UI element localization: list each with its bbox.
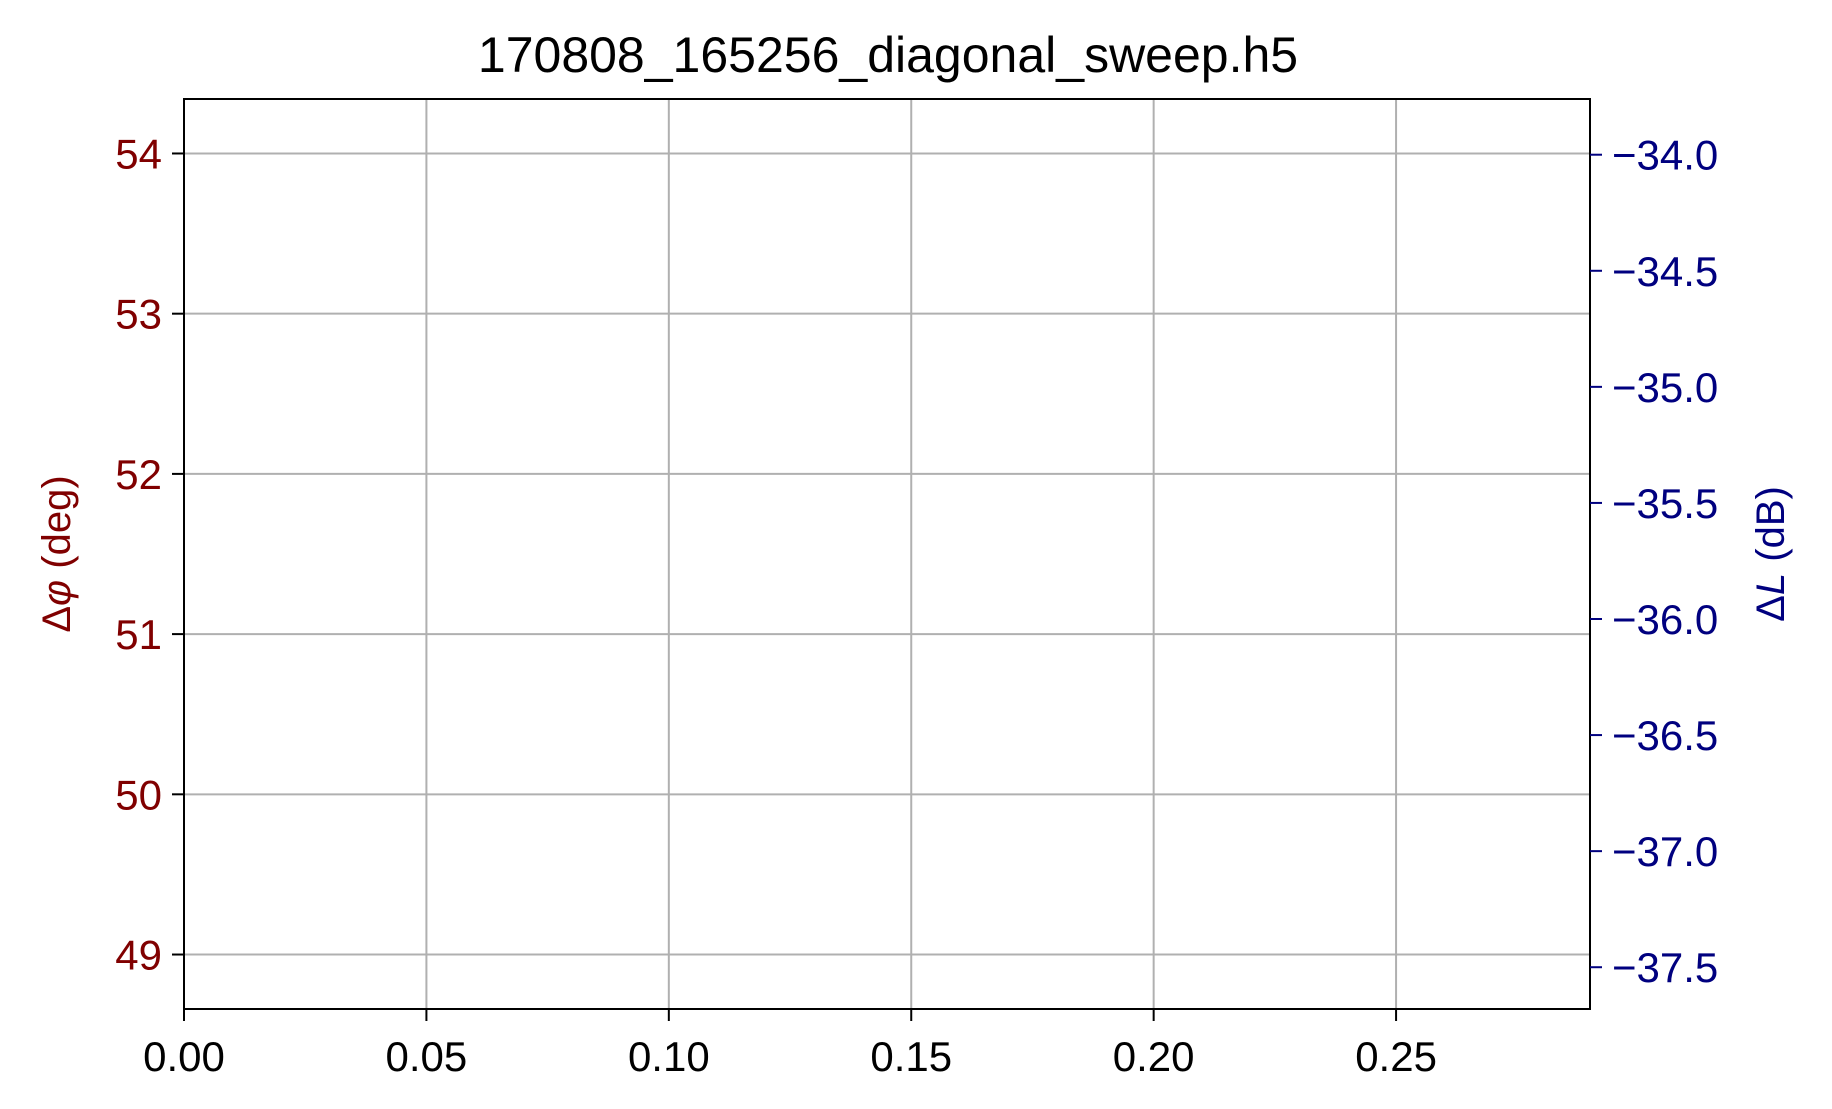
y-left-tick-label: 51 bbox=[115, 611, 162, 658]
y-left-tick-label: 49 bbox=[115, 932, 162, 979]
x-tick-label: 0.00 bbox=[143, 1033, 225, 1080]
y-axis-right-label: ΔL (dB) bbox=[1749, 486, 1793, 622]
y-left-label-var: φ bbox=[35, 580, 79, 606]
y-right-tick-label: −37.5 bbox=[1612, 944, 1718, 991]
y-right-label-symbol: Δ bbox=[1749, 595, 1793, 622]
y-left-label-symbol: Δ bbox=[35, 606, 79, 633]
x-tick-label: 0.05 bbox=[386, 1033, 468, 1080]
y-right-tick-label: −34.0 bbox=[1612, 132, 1718, 179]
y-left-tick-label: 52 bbox=[115, 451, 162, 498]
y-right-tick-label: −37.0 bbox=[1612, 828, 1718, 875]
y-right-tick-label: −35.0 bbox=[1612, 364, 1718, 411]
y-right-tick-label: −34.5 bbox=[1612, 248, 1718, 295]
y-right-tick-label: −36.0 bbox=[1612, 596, 1718, 643]
y-axis-left: 49 50 51 52 53 54 bbox=[115, 130, 184, 979]
y-axis-right: −37.5 −37.0 −36.5 −36.0 −35.5 −35.0 −34.5 −34.0 bbox=[1590, 132, 1718, 991]
y-left-label-unit: (deg) bbox=[35, 475, 79, 580]
x-tick-label: 0.25 bbox=[1355, 1033, 1437, 1080]
y-right-tick-label: −35.5 bbox=[1612, 480, 1718, 527]
y-axis-left-label: Δφ (deg) bbox=[35, 475, 79, 632]
chart-title: 170808_165256_diagonal_sweep.h5 bbox=[478, 27, 1298, 83]
x-axis: 0.00 0.05 0.10 0.15 0.20 0.25 bbox=[143, 1009, 1437, 1080]
plot-area bbox=[183, 98, 1591, 1010]
grid bbox=[183, 99, 1590, 1009]
y-right-label-unit: (dB) bbox=[1749, 486, 1793, 573]
y-left-tick-label: 50 bbox=[115, 771, 162, 818]
y-left-tick-label: 53 bbox=[115, 291, 162, 338]
y-left-tick-label: 54 bbox=[115, 130, 162, 177]
x-tick-label: 0.10 bbox=[628, 1033, 710, 1080]
y-right-label-var: L bbox=[1749, 573, 1793, 595]
x-tick-label: 0.20 bbox=[1113, 1033, 1195, 1080]
y-right-tick-label: −36.5 bbox=[1612, 712, 1718, 759]
x-tick-label: 0.15 bbox=[870, 1033, 952, 1080]
